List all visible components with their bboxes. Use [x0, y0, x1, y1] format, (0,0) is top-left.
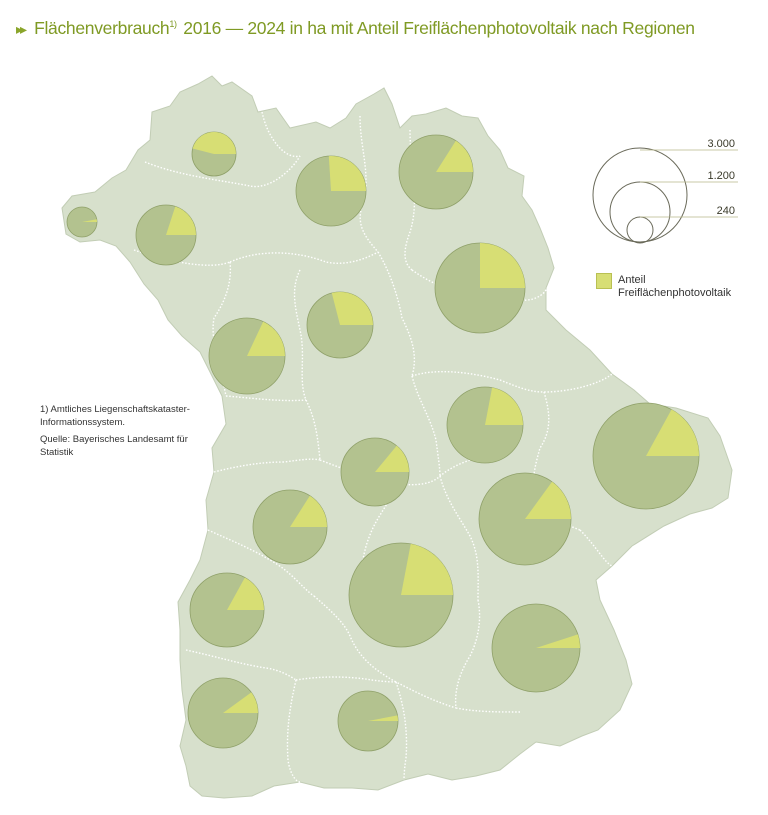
pie-region-15: [189, 572, 265, 648]
pie-region-14: [348, 542, 454, 648]
pie-region-18: [337, 690, 399, 752]
pie-pv-share-region-1: [192, 132, 236, 154]
footnote-line2: Informationssystem.: [40, 417, 125, 428]
source-line2: Statistik: [40, 447, 74, 458]
pie-region-8: [208, 317, 286, 395]
pie-pv-share-region-8: [247, 321, 285, 356]
pie-pv-share-region-9: [485, 387, 523, 425]
size-legend-label-1200: 1.200: [707, 170, 735, 182]
pie-pv-share-region-14: [401, 543, 453, 595]
pie-region-3: [135, 204, 197, 266]
pie-region-9: [446, 386, 524, 464]
pie-region-2: [66, 206, 98, 238]
source-line1: Quelle: Bayerisches Landesamt für: [40, 434, 188, 445]
pie-pv-share-region-16: [536, 634, 580, 648]
region-borders: [133, 111, 613, 783]
pie-pv-share-region-18: [368, 715, 398, 721]
pie-region-17: [187, 677, 259, 749]
pie-region-12: [252, 489, 328, 565]
pie-pv-share-region-2: [82, 219, 97, 222]
title-footnote-mark: 1): [169, 19, 177, 30]
pie-pv-share-region-11: [646, 409, 699, 456]
size-legend-label-240: 240: [717, 205, 735, 217]
pie-pv-share-region-7: [331, 292, 373, 325]
pie-pv-share-region-10: [375, 445, 409, 472]
footnote: 1) Amtliches Liegenschaftskataster- Info…: [40, 403, 190, 459]
pie-pv-share-region-4: [328, 156, 366, 191]
pie-region-7: [306, 291, 374, 359]
pie-region-5: [398, 134, 474, 210]
size-legend: 3.000 1.200 240: [592, 138, 738, 244]
title-rest: 2016 — 2024 in ha mit Anteil Freiflächen…: [178, 18, 695, 38]
pie-pv-share-region-5: [436, 140, 473, 172]
pie-region-10: [340, 437, 410, 507]
title-text: Flächenverbrauch1) 2016 — 2024 in ha mit…: [34, 18, 695, 39]
pie-pv-share-region-6: [480, 243, 525, 288]
pie-region-6: [434, 242, 526, 334]
pv-share-legend-swatch: [596, 273, 612, 289]
chart-title: ▸▸ Flächenverbrauch1) 2016 — 2024 in ha …: [16, 18, 695, 39]
size-legend-circle-1200: [609, 181, 671, 243]
pie-region-13: [478, 472, 572, 566]
pie-pv-share-region-17: [223, 692, 258, 713]
pie-pv-share-region-12: [290, 495, 327, 527]
pv-share-legend-line1: Anteil: [618, 274, 646, 286]
pie-region-1: [191, 131, 237, 177]
pie-region-16: [491, 603, 581, 693]
pie-region-4: [295, 155, 367, 227]
pie-region-11: [592, 402, 700, 510]
title-main: Flächenverbrauch: [34, 18, 170, 38]
pie-pv-share-region-3: [166, 206, 196, 235]
pie-pv-share-region-15: [227, 577, 264, 610]
footnote-line1: 1) Amtliches Liegenschaftskataster-: [40, 404, 190, 415]
title-arrows-icon: ▸▸: [16, 21, 27, 37]
size-legend-circle-3000: [592, 147, 688, 243]
size-legend-label-3000: 3.000: [707, 138, 735, 150]
pv-share-legend-line2: Freiflächenphotovoltaik: [618, 287, 732, 299]
pie-layer: [66, 131, 700, 752]
size-legend-circle-240: [626, 216, 654, 244]
pv-share-legend-label: Anteil Freiflächenphotovoltaik: [618, 274, 731, 300]
pie-pv-share-region-13: [525, 481, 571, 519]
